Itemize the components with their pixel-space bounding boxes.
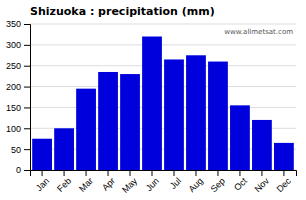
tick-label: Dec	[275, 175, 294, 194]
tick: 50	[11, 145, 30, 155]
bar	[186, 55, 206, 170]
bar	[208, 62, 228, 170]
bar	[120, 74, 140, 170]
tick-label: 200	[6, 82, 21, 92]
tick-label: 350	[6, 19, 21, 29]
grid-line	[30, 24, 296, 25]
bar	[54, 128, 74, 170]
axis-line	[31, 171, 297, 177]
bar	[98, 72, 118, 170]
tick-mark	[108, 170, 109, 176]
grid-line	[30, 44, 296, 45]
tick-mark	[261, 170, 262, 176]
bar	[142, 37, 162, 170]
tick-label: Jan	[34, 176, 51, 193]
tick-label: 150	[6, 103, 21, 113]
tick-label: Feb	[55, 176, 73, 194]
tick-label: May	[120, 175, 139, 194]
tick: 100	[6, 124, 30, 134]
tick: 350	[6, 19, 30, 29]
tick: Nov	[253, 170, 272, 194]
plot: 050100150200250300350JanFebMarAprMayJunJ…	[6, 19, 297, 195]
tick-label: 100	[6, 124, 21, 134]
tick: 200	[6, 82, 30, 92]
tick: 0	[16, 165, 30, 175]
tick-mark	[64, 170, 65, 176]
tick: Jul	[168, 170, 183, 191]
tick-label: Aug	[187, 176, 205, 194]
tick: 300	[6, 40, 30, 50]
tick-mark	[86, 170, 87, 176]
tick-label: 300	[6, 40, 21, 50]
x-axis: JanFebMar AprMay Jun Jul AugSep OctNovDec	[31, 170, 297, 195]
tick-label: Sep	[209, 176, 227, 194]
tick: Sep	[209, 170, 227, 194]
tick-label: Jun	[144, 176, 161, 193]
tick-mark	[24, 170, 30, 171]
tick-label: 250	[6, 61, 21, 71]
tick-mark	[42, 170, 43, 176]
tick-mark	[173, 170, 174, 176]
bar	[252, 120, 272, 170]
tick-mark	[239, 170, 240, 176]
tick-label: Nov	[253, 175, 272, 194]
axis-line	[24, 25, 31, 171]
tick: Mar	[77, 170, 95, 194]
tick-label: Mar	[77, 176, 95, 194]
tick-label: Oct	[232, 175, 249, 192]
tick-mark	[195, 170, 196, 176]
tick-mark	[24, 107, 30, 108]
tick-label: 50	[11, 145, 21, 155]
title: Shizuoka : precipitation (mm)	[30, 5, 215, 18]
tick-mark	[24, 128, 30, 129]
tick-mark	[130, 170, 131, 176]
tick: Apr	[100, 170, 117, 193]
chart: 050100150200250300350JanFebMarAprMayJunJ…	[0, 0, 306, 200]
bar	[32, 139, 52, 170]
grid-line	[30, 65, 296, 66]
tick-mark	[24, 87, 30, 88]
tick-label: 0	[16, 165, 21, 175]
tick-mark	[24, 45, 30, 46]
tick: Oct	[232, 170, 249, 193]
tick-label: Jul	[168, 176, 183, 191]
bars	[32, 37, 294, 170]
tick: Dec	[275, 170, 294, 194]
tick: 250	[6, 61, 30, 71]
bar	[164, 59, 184, 170]
y-axis: 0 50 100 150 200 250 300 350	[6, 19, 31, 175]
bar	[274, 143, 294, 170]
bar	[76, 89, 96, 170]
tick-label: Apr	[100, 176, 117, 193]
tick-mark	[152, 170, 153, 176]
tick: May	[120, 170, 139, 195]
grid	[30, 24, 296, 170]
grid-line	[30, 86, 296, 87]
grid-line	[30, 107, 296, 108]
annotation: www.allmetsat.com	[224, 28, 293, 36]
tick-mark	[217, 170, 218, 176]
tick-mark	[24, 149, 30, 150]
tick-mark	[24, 24, 30, 25]
tick: Aug	[187, 170, 205, 194]
tick-mark	[24, 66, 30, 67]
tick: Jan	[34, 170, 51, 193]
tick: 150	[6, 103, 30, 113]
bar	[230, 105, 250, 170]
tick-mark	[283, 170, 284, 176]
tick: Jun	[144, 170, 161, 193]
tick: Feb	[55, 170, 73, 194]
